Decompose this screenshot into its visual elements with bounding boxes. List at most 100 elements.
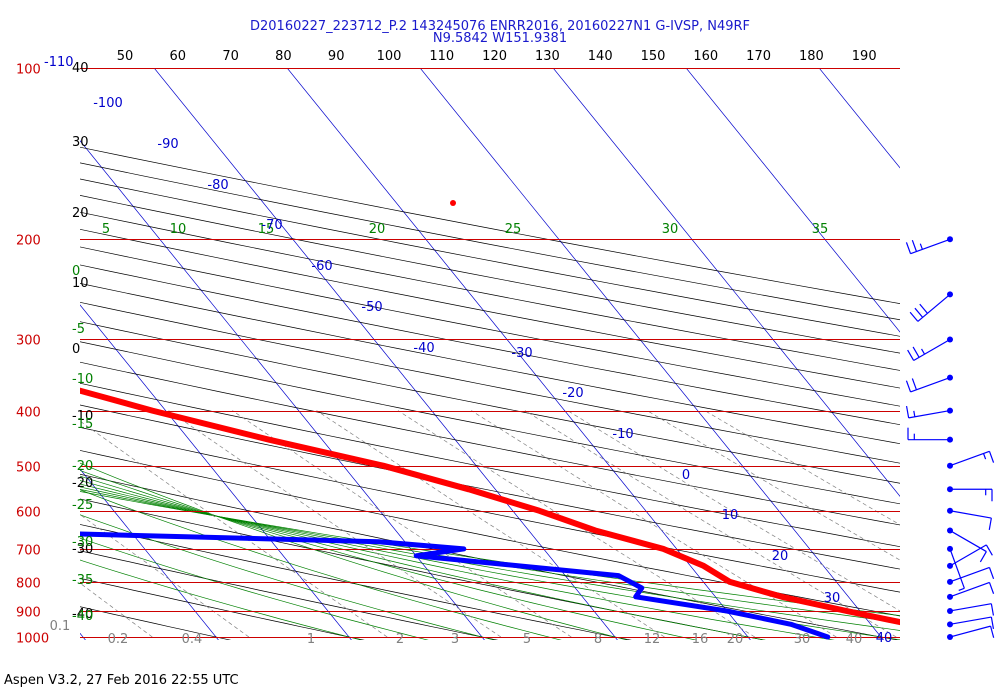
pressure-label: 600 (16, 506, 41, 521)
moist-adiabat-label: 30 (662, 222, 679, 237)
dry-adiabat-line (80, 321, 900, 484)
isotherm-label: -80 (207, 178, 228, 193)
isotherm-label: -50 (361, 300, 382, 315)
moist-adiabat-label: 5 (102, 222, 110, 237)
dry-adiabat-line (80, 162, 900, 321)
top-scale-label: 60 (170, 49, 187, 64)
mixing-ratio-label: 5 (523, 632, 531, 647)
top-scale-label: 90 (328, 49, 345, 64)
mixing-ratio-line (567, 410, 900, 612)
moist-adiabat-line (80, 475, 767, 640)
moist-adiabat-label: 10 (170, 222, 187, 237)
wind-barb-flag (914, 307, 924, 318)
wind-barb (949, 616, 992, 625)
mixing-ratio-line (80, 420, 388, 638)
moist-adiabat-line (80, 537, 429, 640)
isotherm-label: -10 (612, 427, 633, 442)
wind-barb-flag (990, 603, 995, 616)
dry-adiabat-label: -20 (72, 476, 93, 491)
pressure-label: 200 (16, 234, 41, 249)
top-scale-label: 190 (852, 49, 877, 64)
pressure-label: 100 (16, 63, 41, 78)
pressure-label: 500 (16, 461, 41, 476)
wind-barb-flag (985, 544, 993, 556)
wind-barb-flag (990, 616, 995, 629)
wind-barb-flag (905, 380, 912, 393)
dry-adiabat-line (80, 264, 900, 426)
mixing-ratio-label: 20 (727, 632, 744, 647)
dry-adiabat-line (80, 577, 365, 640)
dry-adiabat-line (80, 211, 900, 371)
dry-adiabat-line (80, 283, 900, 445)
top-scale-label: 50 (117, 49, 134, 64)
moist-adiabat-label: -15 (72, 417, 93, 432)
top-scale-label: 100 (377, 49, 402, 64)
top-scale-label: 70 (222, 49, 239, 64)
mixing-ratio-line (0, 411, 62, 637)
isotherm-label: -30 (511, 346, 532, 361)
dry-adiabat-line (80, 301, 900, 464)
mixing-ratio-label: 0.4 (182, 632, 203, 647)
moist-adiabat-label: -10 (72, 372, 93, 387)
temperature-point-marker (450, 200, 456, 206)
isobars (80, 68, 900, 638)
dry-adiabat-line (80, 450, 900, 617)
top-temp-label: -110 (44, 55, 74, 70)
pressure-label: 1000 (16, 632, 49, 647)
isotherm-label: 10 (722, 508, 739, 523)
grid-lines (0, 68, 900, 640)
wind-barb-flag (919, 243, 923, 250)
mixing-ratio-line (471, 410, 837, 638)
pressure-label: 800 (16, 577, 41, 592)
top-scale-label: 150 (641, 49, 666, 64)
moist-adiabat-label: -5 (72, 322, 85, 337)
isotherm-line (419, 68, 884, 640)
dry-adiabat-line (80, 550, 499, 640)
wind-barb-flag (988, 517, 992, 530)
wind-barb-flag (912, 346, 920, 358)
wind-barb (910, 238, 951, 255)
chart-title: D20160227_223712_P.2 143245076 ENRR2016,… (250, 19, 750, 34)
dry-adiabat-label: -40 (72, 607, 93, 622)
dewpoint-profile-line (80, 531, 831, 640)
mixing-ratio-label: 3 (451, 632, 459, 647)
wind-barb (949, 450, 990, 467)
isotherm-label: 30 (824, 591, 841, 606)
wind-barb (949, 566, 990, 583)
dry-adiabat-line (80, 228, 900, 389)
moist-adiabat-line (80, 462, 629, 640)
mixing-ratio-line (80, 514, 250, 638)
dry-adiabat-label: -30 (72, 542, 93, 557)
top-scale-label: 170 (746, 49, 771, 64)
dry-adiabat-label: 40 (72, 61, 89, 76)
wind-barb (949, 603, 992, 612)
dry-adiabat-line (80, 427, 900, 593)
top-scale-label: 130 (535, 49, 560, 64)
wind-barb (949, 548, 965, 589)
isotherm-label: -100 (93, 96, 123, 111)
wind-barb-flag (907, 349, 915, 361)
dry-adiabat-line (80, 146, 900, 304)
mixing-ratio-line (704, 410, 900, 526)
wind-barb-flag (989, 625, 995, 638)
dry-adiabat-line (80, 178, 900, 337)
dry-adiabat-line (80, 246, 900, 407)
moist-adiabat-label: -20 (72, 459, 93, 474)
wind-barb-flag (919, 303, 928, 314)
isotherm-line (552, 68, 900, 497)
wind-barb-flag (988, 567, 995, 579)
dry-adiabat-line (80, 341, 900, 505)
moist-adiabat-label: 35 (812, 222, 829, 237)
wind-barb (949, 581, 990, 598)
dry-adiabat-line (80, 606, 232, 640)
mixing-ratio-label: 0.1 (50, 619, 71, 634)
wind-barb-flag (921, 348, 926, 355)
mixing-ratio-line (397, 410, 755, 638)
top-scale-label: 140 (588, 49, 613, 64)
wind-barb-flag (911, 378, 918, 390)
wind-barb-flag (958, 587, 965, 591)
mixing-ratio-label: 16 (692, 632, 709, 647)
isotherm-label: -40 (413, 341, 434, 356)
dry-adiabat-line (80, 195, 900, 354)
